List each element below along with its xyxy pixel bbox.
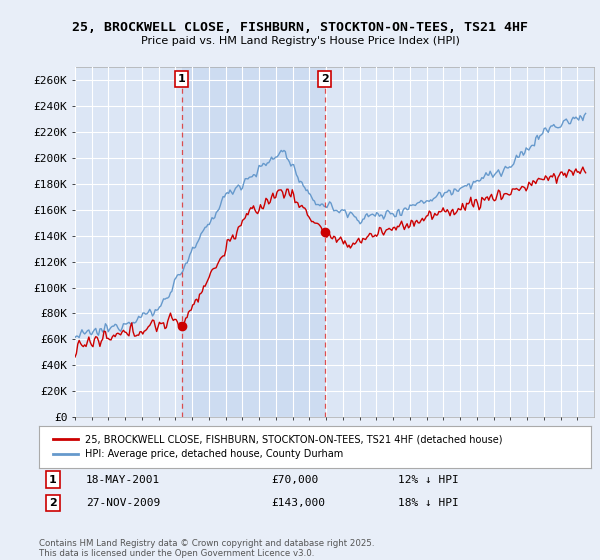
Text: 18-MAY-2001: 18-MAY-2001 <box>86 475 160 484</box>
Text: 2: 2 <box>321 74 328 84</box>
Text: 1: 1 <box>49 475 56 484</box>
Text: 25, BROCKWELL CLOSE, FISHBURN, STOCKTON-ON-TEES, TS21 4HF: 25, BROCKWELL CLOSE, FISHBURN, STOCKTON-… <box>72 21 528 34</box>
Text: £70,000: £70,000 <box>271 475 318 484</box>
Text: 12% ↓ HPI: 12% ↓ HPI <box>398 475 458 484</box>
Text: 2: 2 <box>49 498 56 508</box>
Text: £143,000: £143,000 <box>271 498 325 508</box>
Bar <box>182 67 325 417</box>
Text: 27-NOV-2009: 27-NOV-2009 <box>86 498 160 508</box>
Text: Contains HM Land Registry data © Crown copyright and database right 2025.
This d: Contains HM Land Registry data © Crown c… <box>39 539 374 558</box>
Legend: 25, BROCKWELL CLOSE, FISHBURN, STOCKTON-ON-TEES, TS21 4HF (detached house), HPI:: 25, BROCKWELL CLOSE, FISHBURN, STOCKTON-… <box>49 430 507 463</box>
Text: 18% ↓ HPI: 18% ↓ HPI <box>398 498 458 508</box>
Text: 1: 1 <box>178 74 185 84</box>
Text: Price paid vs. HM Land Registry's House Price Index (HPI): Price paid vs. HM Land Registry's House … <box>140 36 460 46</box>
